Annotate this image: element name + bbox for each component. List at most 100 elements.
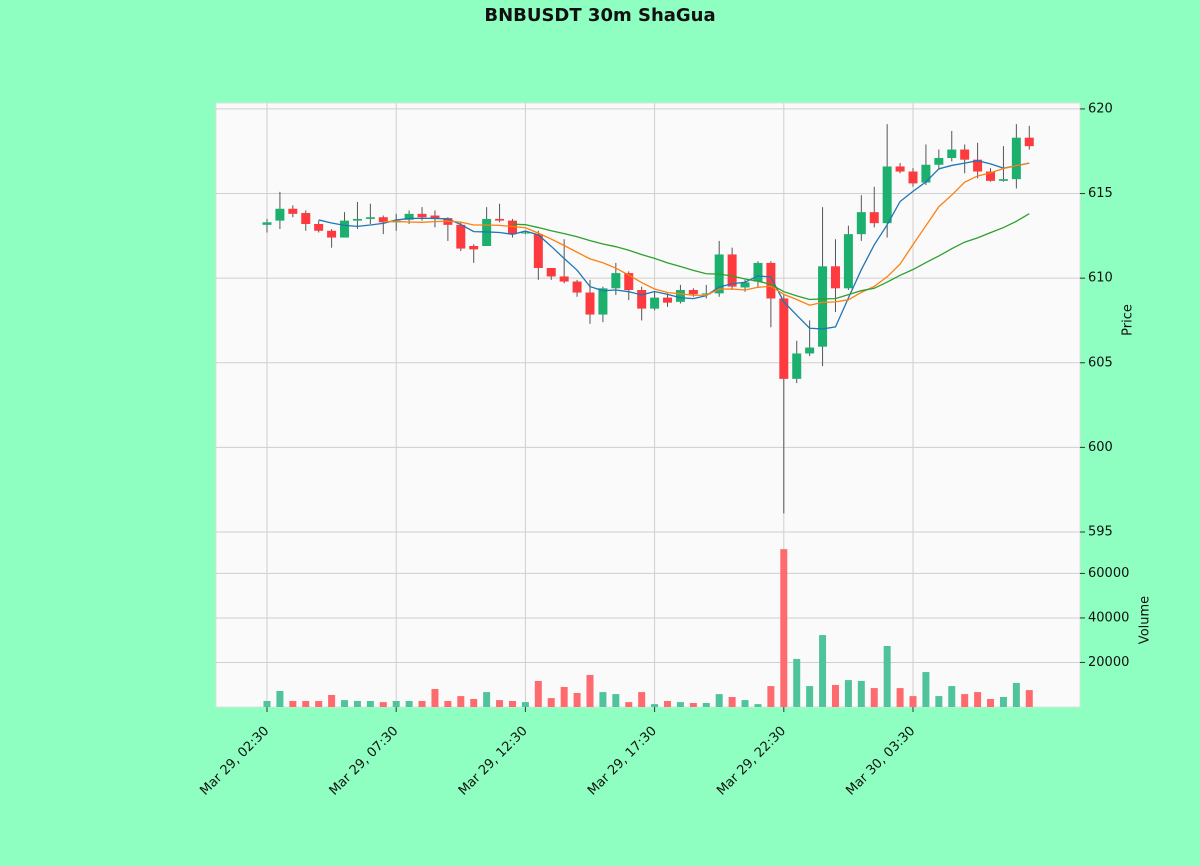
candle-body [430,215,440,219]
candle-body [650,297,660,309]
volume-bar [341,700,349,707]
volume-bar [534,680,542,707]
volume-bar [728,696,736,707]
candle-body [663,297,673,303]
volume-bar [767,686,775,707]
volume-bar [328,694,336,707]
volume-bar [935,696,943,707]
candle-body [934,158,944,165]
candle-body [882,166,892,224]
candle-body [365,217,375,219]
volume-bar [715,694,723,707]
volume-bar [883,645,891,707]
y-tick-label: 605 [1088,355,1113,370]
volume-bar [987,698,995,707]
volume-tick-label: 20000 [1088,655,1129,670]
volume-bar [999,696,1007,707]
volume-tick-label: 60000 [1088,566,1129,581]
y-tick-label: 615 [1088,186,1113,201]
candle-body [701,293,711,295]
candle-body [818,266,828,347]
candle-body [843,234,853,289]
volume-bar [483,692,491,707]
candle-body [766,262,776,299]
candle-body [314,224,324,231]
volume-bar [521,702,529,707]
moving-average-line [318,160,1030,330]
candle-body [856,212,866,235]
moving-average-line [383,162,1030,306]
volume-bar [431,688,439,707]
volume-bar [444,700,452,707]
candle-body [637,290,647,309]
volume-bar [844,680,852,707]
candle-body [301,213,311,224]
volume-tick-label: 40000 [1088,610,1129,625]
candle-body [520,232,530,234]
volume-bar [392,700,400,707]
candle-body [572,281,582,293]
volume-bar [974,692,982,707]
candle-body [779,298,789,379]
candle-body [327,230,337,238]
volume-bar [689,702,697,707]
volume-bar [1012,682,1020,707]
volume-bar [302,700,310,707]
moving-average-line [512,213,1030,301]
candle-body [495,218,505,221]
volume-bar [857,680,865,707]
candle-body [262,222,272,225]
volume-bar [289,700,297,707]
y-tick-label: 600 [1088,440,1113,455]
volume-bar [831,684,839,707]
volume-bar [599,692,607,707]
volume-bar [870,688,878,707]
price-panel [215,102,1081,533]
y-tick-label: 610 [1088,271,1113,286]
candle-body [792,353,802,379]
candle-body [469,246,479,250]
candle-body [1011,137,1021,180]
volume-bar [793,658,801,707]
volume-panel [215,531,1081,708]
volume-bar [741,700,749,707]
candle-body [908,171,918,184]
candle-body [533,234,543,268]
volume-bar [366,700,374,707]
volume-bar [896,688,904,707]
candle-body [1024,137,1034,147]
chart-title: BNBUSDT 30m ShaGua [484,5,715,26]
x-tick-label: Mar 30, 03:30 [843,724,918,799]
volume-bar [418,700,426,707]
volume-bar [470,698,478,707]
volume-bar [612,694,620,707]
y-axis-label: Price [1121,304,1136,336]
volume-bar [405,700,413,707]
volume-bar [353,700,361,707]
volume-bar [560,686,568,707]
candle-body [727,254,737,287]
volume-bar [638,692,646,707]
candle-body [288,208,298,214]
candle-body [611,273,621,289]
volume-bar [948,686,956,707]
volume-bar [819,635,827,707]
candle-body [895,166,905,172]
volume-bar [961,694,969,707]
volume-bar [1025,690,1033,707]
candle-body [340,220,350,238]
volume-bar [547,698,555,707]
volume-bar [586,674,594,707]
candle-body [921,164,931,183]
volume-bar [922,672,930,707]
volume-bar [909,696,917,707]
candle-body [869,212,879,224]
volume-bar [754,704,762,707]
candle-body [740,282,750,288]
candle-body [830,266,840,289]
volume-bar [625,702,633,707]
x-tick-label: Mar 29, 12:30 [456,724,531,799]
candle-body [559,276,569,282]
y-tick-label: 620 [1088,101,1113,116]
